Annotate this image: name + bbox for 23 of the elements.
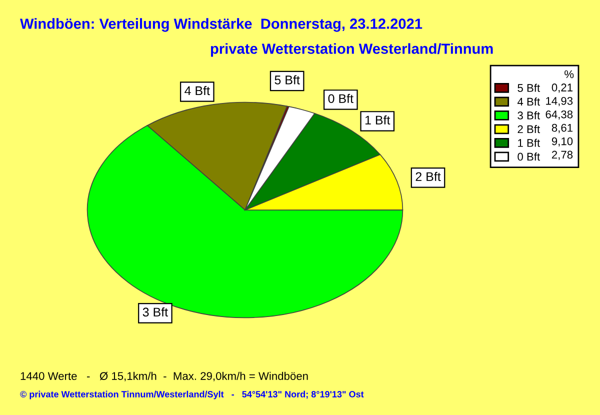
chart-title: Windböen: Verteilung Windstärke Donnerstag, 23.12.2021	[20, 18, 422, 32]
chart-subtitle: private Wetterstation Westerland/Tinnum	[210, 43, 493, 57]
legend-label: 2 Bft	[518, 125, 540, 134]
data-label: 0,21	[552, 84, 572, 93]
legend-label: 1 Bft	[518, 138, 540, 147]
slice-label: 5 Bft	[274, 75, 300, 84]
legend-title: %	[564, 70, 574, 78]
slice-label: 0 Bft	[328, 94, 354, 104]
legend-label: 0 Bft	[518, 152, 540, 161]
legend-label: 3 Bft	[518, 111, 540, 120]
slice-label: 2 Bft	[416, 172, 441, 182]
slice-label: 4 Bft	[184, 86, 210, 96]
data-label: 14,93	[546, 97, 573, 106]
legend-label: 4 Bft	[517, 98, 540, 106]
data-label: 8,61	[552, 124, 572, 134]
text: © private Wetterstation Tinnum/Westerland/Sylt - 54°54'13" Nord; 8°19'13" Ost	[20, 390, 364, 400]
data-label: 64,38	[546, 110, 573, 120]
legend-label: 5 Bft	[518, 84, 540, 92]
category-label: 3 Bft	[142, 307, 168, 317]
data-label: 9,10	[552, 137, 573, 147]
data-label: 2,78	[552, 150, 573, 160]
slice-label: 1 Bft	[365, 115, 390, 125]
text: 1440 Werte - Ø 15,1km/h - Max. 29,0km/h = Windböen	[20, 372, 308, 382]
